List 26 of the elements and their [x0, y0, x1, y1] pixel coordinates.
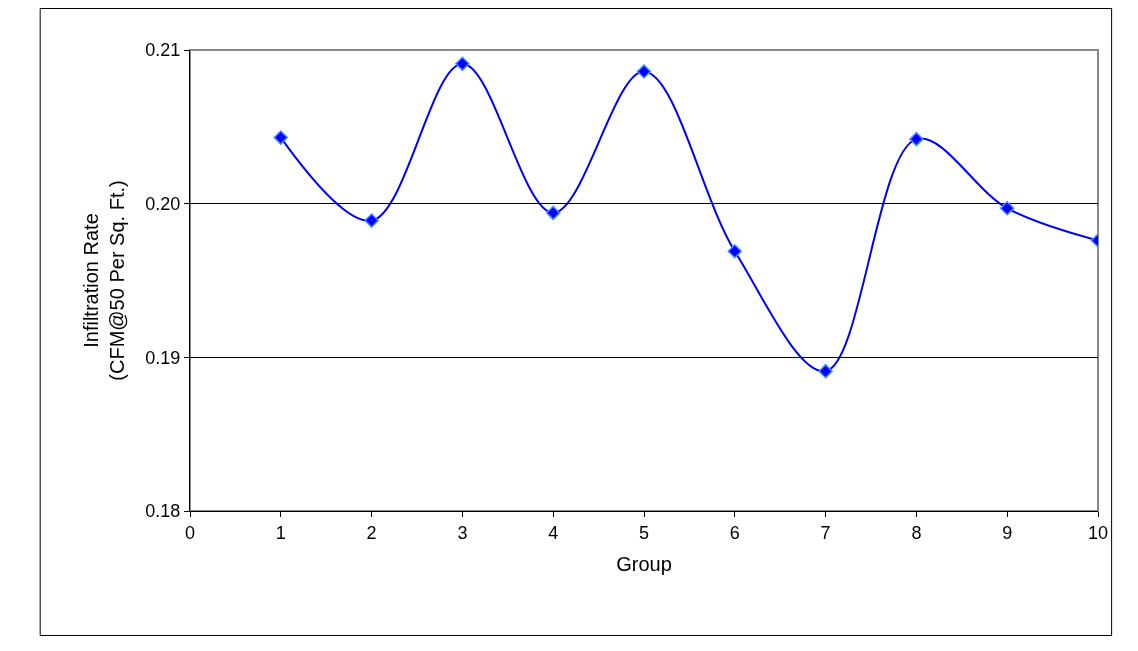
point	[636, 64, 652, 79]
x-tick-label: 4	[548, 522, 559, 543]
y-axis-title: Infiltration Rate (CFM@50 Per Sq. Ft.)	[79, 180, 128, 381]
point	[455, 56, 470, 72]
x-tick-label: 0	[184, 522, 196, 543]
point	[545, 205, 561, 221]
point	[364, 213, 379, 228]
y-tick-label: 0.18	[145, 501, 181, 522]
x-tick-label: 8	[911, 522, 922, 543]
x-tick-label: 6	[729, 522, 740, 543]
y-tick-label: 0.19	[145, 347, 181, 368]
point	[999, 201, 1015, 216]
x-tick-label: 9	[1002, 522, 1013, 543]
x-tick-label: 7	[820, 522, 831, 543]
x-tick-label: 2	[366, 522, 377, 543]
x-tick-label: 3	[457, 522, 468, 543]
x-axis-title: Group	[616, 553, 672, 576]
x-tick-label: 1	[275, 522, 286, 543]
x-tick-label: 5	[638, 522, 650, 543]
x-tick-label: 10	[1087, 522, 1109, 543]
point	[818, 363, 833, 379]
point	[273, 130, 289, 145]
point	[727, 244, 743, 259]
y-tick-label: 0.21	[145, 40, 181, 61]
point	[909, 131, 924, 147]
y-tick-label: 0.20	[145, 193, 181, 214]
